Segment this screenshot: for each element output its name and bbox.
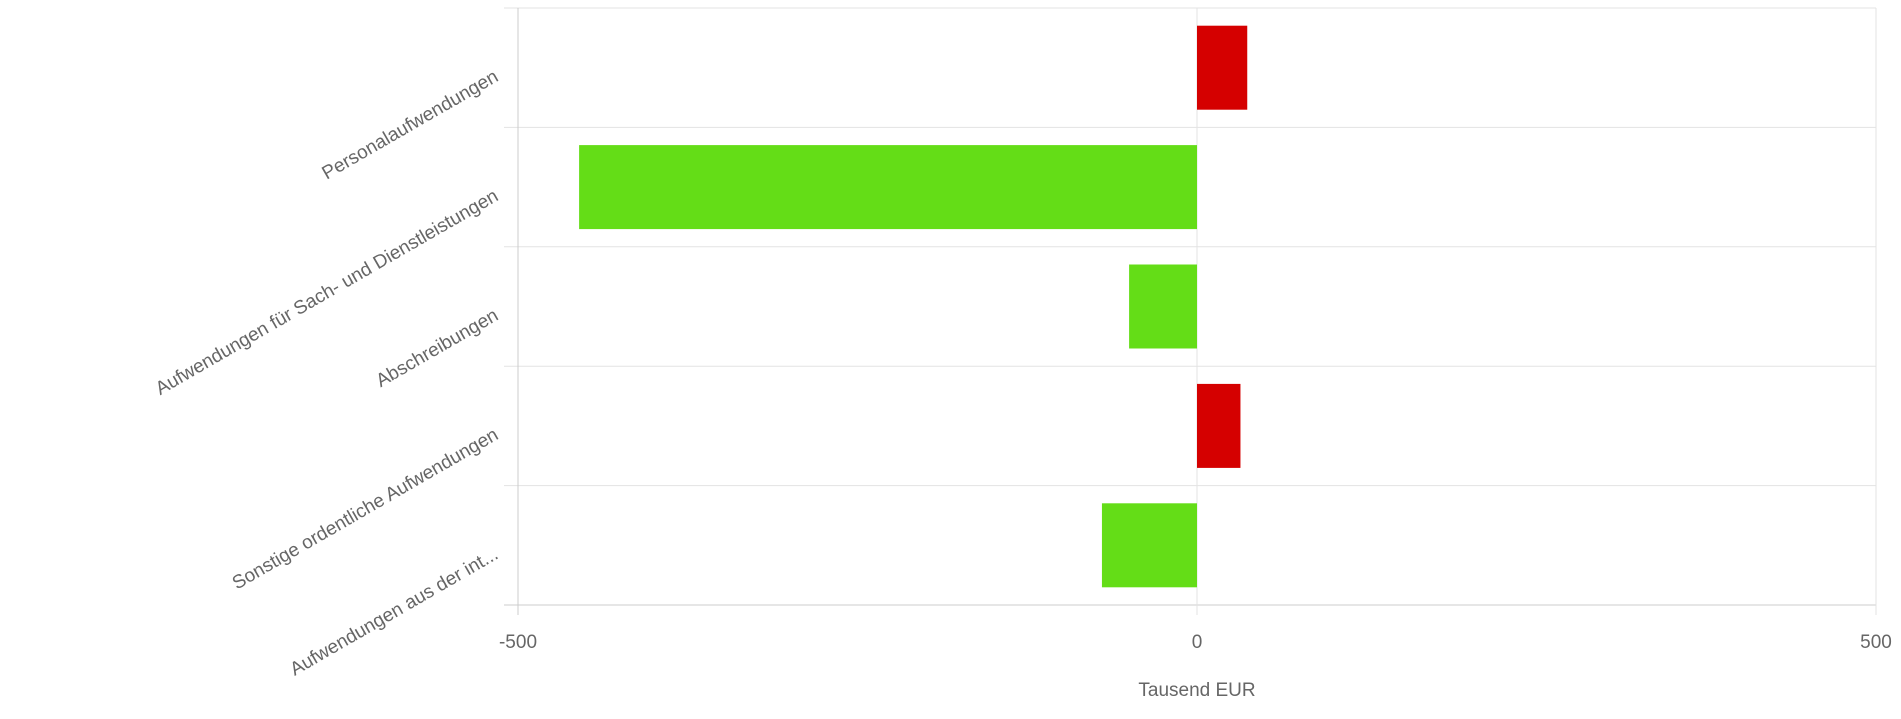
x-axis-title: Tausend EUR (1138, 680, 1255, 701)
y-tick-label: Aufwendungen für Sach- und Dienstleistun… (152, 186, 502, 400)
bar (1129, 264, 1197, 349)
bar (1101, 503, 1197, 588)
x-tick-label: 500 (1860, 632, 1892, 653)
y-tick-label: Aufwendungen aus der int... (287, 544, 502, 680)
y-tick-label: Abschreibungen (373, 305, 502, 392)
y-tick-label: Personalaufwendungen (319, 66, 502, 184)
x-tick-label: -500 (499, 632, 537, 653)
x-tick-label: 0 (1192, 632, 1203, 653)
bar (1197, 383, 1241, 468)
bar (579, 145, 1197, 230)
bar (1197, 25, 1248, 110)
